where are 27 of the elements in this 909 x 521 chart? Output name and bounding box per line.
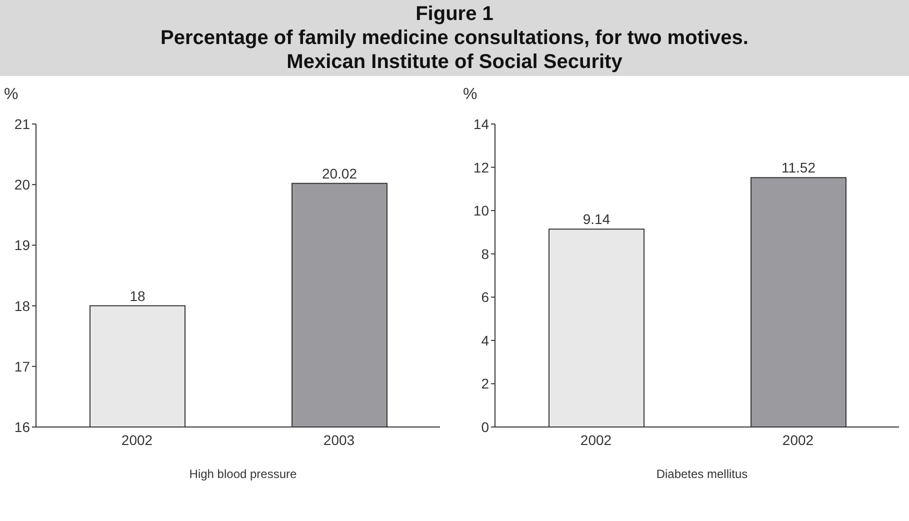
data-label: 9.14 — [582, 211, 610, 228]
y-tick-label: 21 — [14, 116, 30, 132]
x-tick-label: 2002 — [580, 432, 612, 448]
y-tick-label: 2 — [481, 376, 490, 392]
y-tick-label: 19 — [14, 237, 30, 254]
y-axis-title: % — [3, 86, 20, 105]
y-tick-label: 18 — [14, 298, 30, 314]
y-axis-title: % — [462, 86, 478, 105]
y-tick-label: 4 — [481, 332, 490, 348]
chart-title: Figure 1 Percentage of family medicine consultations, for two motives. Mexican Institute of Social Security — [0, 0, 909, 76]
y-tick-label: 17 — [14, 358, 30, 374]
y-tick-label: 8 — [481, 246, 490, 262]
y-tick-label: 14 — [473, 116, 490, 132]
y-tick-label: 12 — [473, 159, 490, 176]
data-label: 18 — [130, 288, 146, 304]
data-label: 20.02 — [322, 165, 358, 182]
y-tick-label: 16 — [14, 418, 30, 435]
x-axis-title: Diabetes mellitus — [655, 467, 749, 481]
x-tick-label: 2003 — [323, 432, 355, 448]
y-tick-label: 20 — [14, 176, 30, 193]
x-tick-label: 2002 — [782, 432, 814, 448]
data-label: 11.52 — [782, 160, 816, 176]
y-tick-label: 6 — [481, 289, 490, 306]
y-tick-label: 10 — [473, 202, 490, 219]
x-axis-title: High blood pressure — [188, 467, 298, 481]
x-tick-label: 2002 — [121, 432, 153, 448]
y-tick-label: 0 — [481, 418, 490, 435]
